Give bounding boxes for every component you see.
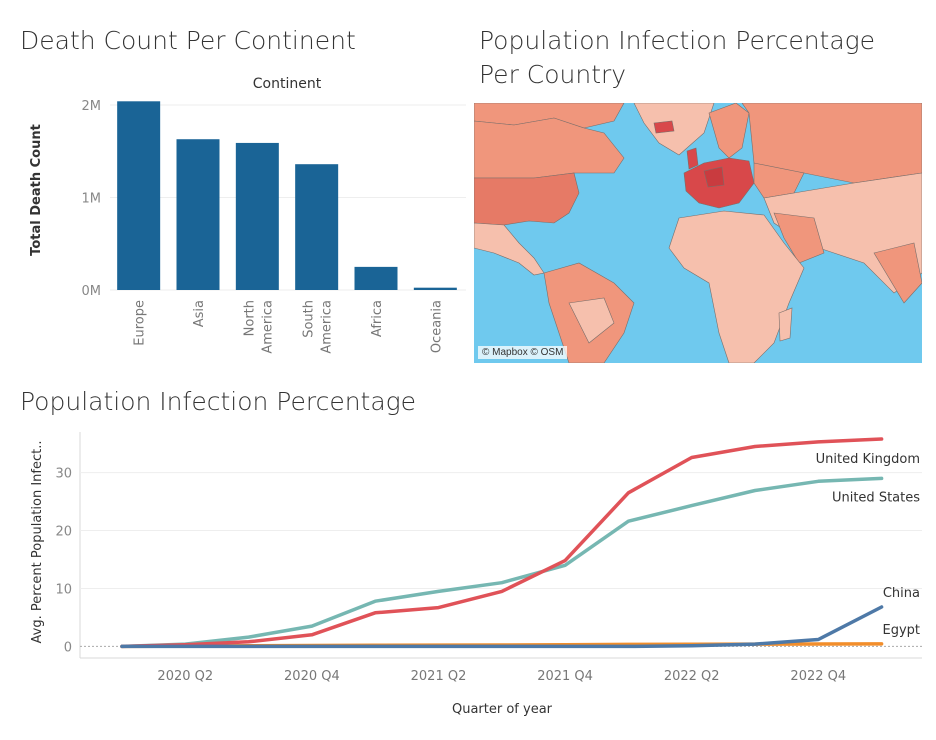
bar-x-tick-line: America bbox=[320, 300, 335, 354]
madagascar bbox=[778, 307, 793, 342]
line-y-tick-label: 30 bbox=[55, 467, 72, 482]
south-asia bbox=[873, 242, 922, 304]
line-x-tick-label: 2020 Q2 bbox=[157, 669, 213, 684]
africa bbox=[668, 210, 805, 363]
line-x-tick-label: 2022 Q4 bbox=[790, 669, 846, 684]
bar-south-america bbox=[295, 164, 339, 290]
series-label-united-kingdom: United Kingdom bbox=[816, 452, 920, 467]
bar-chart: Continent Total Death Count 0M 1M 2M Europe As… bbox=[29, 76, 466, 354]
world-map bbox=[474, 103, 922, 363]
greenland bbox=[633, 103, 715, 156]
bar-header-continent: Continent bbox=[253, 76, 322, 92]
middle-east bbox=[773, 212, 825, 264]
series-label-china: China bbox=[883, 586, 920, 601]
bar-oceania bbox=[413, 287, 457, 290]
bar-y-tick-label: 1M bbox=[82, 192, 102, 207]
line-x-axis-title: Quarter of year bbox=[452, 702, 553, 717]
series-label-united-states: United States bbox=[832, 490, 920, 505]
line-y-axis-title: Avg. Percent Population Infect.. bbox=[30, 441, 45, 644]
bar-chart-title: Death Count Per Continent bbox=[20, 26, 356, 55]
bar-x-tick-line: Asia bbox=[192, 300, 207, 327]
series-line-united-states bbox=[120, 476, 884, 649]
mexico bbox=[474, 222, 545, 276]
bar-africa bbox=[354, 266, 398, 290]
series-line-china bbox=[120, 605, 884, 649]
map-attribution[interactable]: © Mapbox © OSM bbox=[478, 346, 568, 359]
bar-x-tick-label: North America bbox=[242, 300, 275, 354]
choropleth-map[interactable]: © Mapbox © OSM bbox=[474, 103, 922, 363]
bar-x-tick-line: North bbox=[242, 300, 257, 336]
line-x-tick-label: 2022 Q2 bbox=[664, 669, 720, 684]
bar-y-tick-label: 2M bbox=[82, 99, 102, 114]
bar-x-tick-label: Europe bbox=[133, 300, 148, 346]
line-x-tick-label: 2021 Q4 bbox=[537, 669, 593, 684]
brazil bbox=[568, 297, 615, 344]
bar-x-tick-line: South bbox=[302, 300, 317, 338]
series-line-united-kingdom bbox=[120, 437, 884, 649]
bar-north-america bbox=[235, 142, 279, 290]
iceland bbox=[653, 120, 675, 134]
bar-x-tick-label: Asia bbox=[192, 300, 207, 327]
united-kingdom bbox=[686, 147, 699, 170]
central-europe bbox=[703, 166, 725, 188]
bar-x-tick-line: America bbox=[260, 300, 275, 354]
bar-y-tick-label: 0M bbox=[82, 284, 102, 299]
line-x-tick-label: 2021 Q2 bbox=[411, 669, 467, 684]
line-x-tick-label: 2020 Q4 bbox=[284, 669, 340, 684]
bar-x-tick-line: Oceania bbox=[429, 300, 444, 353]
bar-asia bbox=[176, 139, 220, 290]
bar-x-tick-label: South America bbox=[302, 300, 335, 354]
line-chart-title: Population Infection Percentage bbox=[20, 387, 417, 416]
line-y-tick-label: 0 bbox=[64, 640, 72, 655]
line-y-tick-label: 20 bbox=[55, 525, 72, 540]
line-y-tick-label: 10 bbox=[55, 582, 72, 597]
bar-europe bbox=[117, 101, 161, 290]
bar-x-tick-label: Oceania bbox=[429, 300, 444, 353]
series-label-egypt: Egypt bbox=[882, 623, 920, 638]
bar-y-axis-title: Total Death Count bbox=[29, 124, 44, 256]
scandinavia bbox=[708, 103, 750, 159]
bar-x-tick-line: Europe bbox=[133, 300, 148, 346]
map-title: Population Infection Percentage Per Coun… bbox=[479, 26, 876, 89]
line-chart: 0 10 20 30 2020 Q2 2020 Q4 2021 Q2 2021 Q4 2022 … bbox=[30, 432, 922, 717]
bar-x-tick-label: Africa bbox=[370, 300, 385, 337]
bar-x-tick-line: Africa bbox=[370, 300, 385, 337]
